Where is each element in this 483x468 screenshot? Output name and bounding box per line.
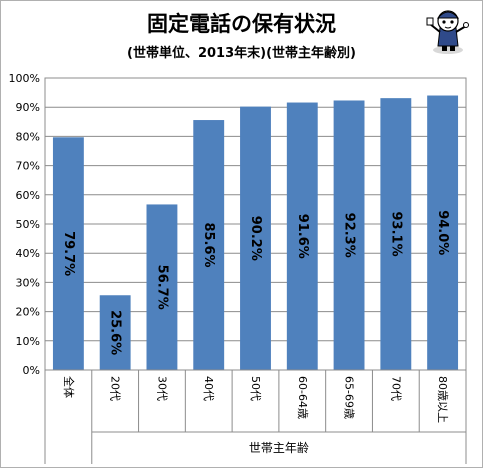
data-label: 25.6% bbox=[108, 310, 123, 355]
bar bbox=[52, 137, 84, 370]
y-tick-label: 80% bbox=[16, 130, 40, 143]
bar bbox=[427, 95, 459, 371]
plot-area-border bbox=[44, 77, 467, 371]
data-label: 91.6% bbox=[295, 214, 310, 259]
chart-subtitle: (世帯単位、2013年末)(世帯主年齢別) bbox=[127, 46, 356, 61]
x-group-label: 世帯主年齢 bbox=[249, 440, 309, 455]
x-tick-label: 80歳以上 bbox=[436, 376, 449, 423]
data-label: 94.0% bbox=[435, 210, 450, 255]
y-tick-label: 0% bbox=[23, 364, 40, 377]
chart-title: 固定電話の保有状況 bbox=[147, 12, 336, 36]
y-tick-label: 70% bbox=[16, 160, 40, 173]
y-tick-label: 90% bbox=[16, 101, 40, 114]
data-label: 85.6% bbox=[201, 222, 216, 267]
data-label: 56.7% bbox=[154, 265, 169, 310]
x-tick-label: 65-69歳 bbox=[343, 376, 356, 419]
x-tick-label: 全体 bbox=[62, 376, 76, 398]
bar bbox=[333, 100, 365, 370]
y-tick-label: 50% bbox=[16, 218, 40, 231]
data-label: 90.2% bbox=[248, 216, 263, 261]
bar bbox=[193, 120, 225, 370]
x-tick-label: 70代 bbox=[389, 376, 402, 401]
bar bbox=[146, 204, 178, 370]
x-tick-label: 30代 bbox=[155, 376, 168, 401]
y-tick-label: 30% bbox=[16, 276, 40, 289]
mascot-icon bbox=[426, 10, 469, 54]
x-tick-label: 50代 bbox=[249, 376, 262, 401]
data-label: 79.7% bbox=[61, 231, 76, 276]
x-tick-label: 20代 bbox=[109, 376, 122, 401]
bar bbox=[99, 295, 131, 370]
y-tick-label: 40% bbox=[16, 247, 40, 260]
y-tick-label: 10% bbox=[16, 335, 40, 348]
x-tick-label: 40代 bbox=[202, 376, 215, 401]
y-tick-label: 60% bbox=[16, 189, 40, 202]
y-tick-label: 20% bbox=[16, 306, 40, 319]
data-label: 93.1% bbox=[388, 212, 403, 257]
bar bbox=[286, 102, 318, 370]
bar bbox=[240, 106, 271, 370]
data-label: 92.3% bbox=[342, 213, 357, 258]
x-tick-label: 60-64歳 bbox=[296, 376, 309, 419]
bar bbox=[380, 98, 412, 370]
y-tick-label: 100% bbox=[9, 72, 40, 85]
